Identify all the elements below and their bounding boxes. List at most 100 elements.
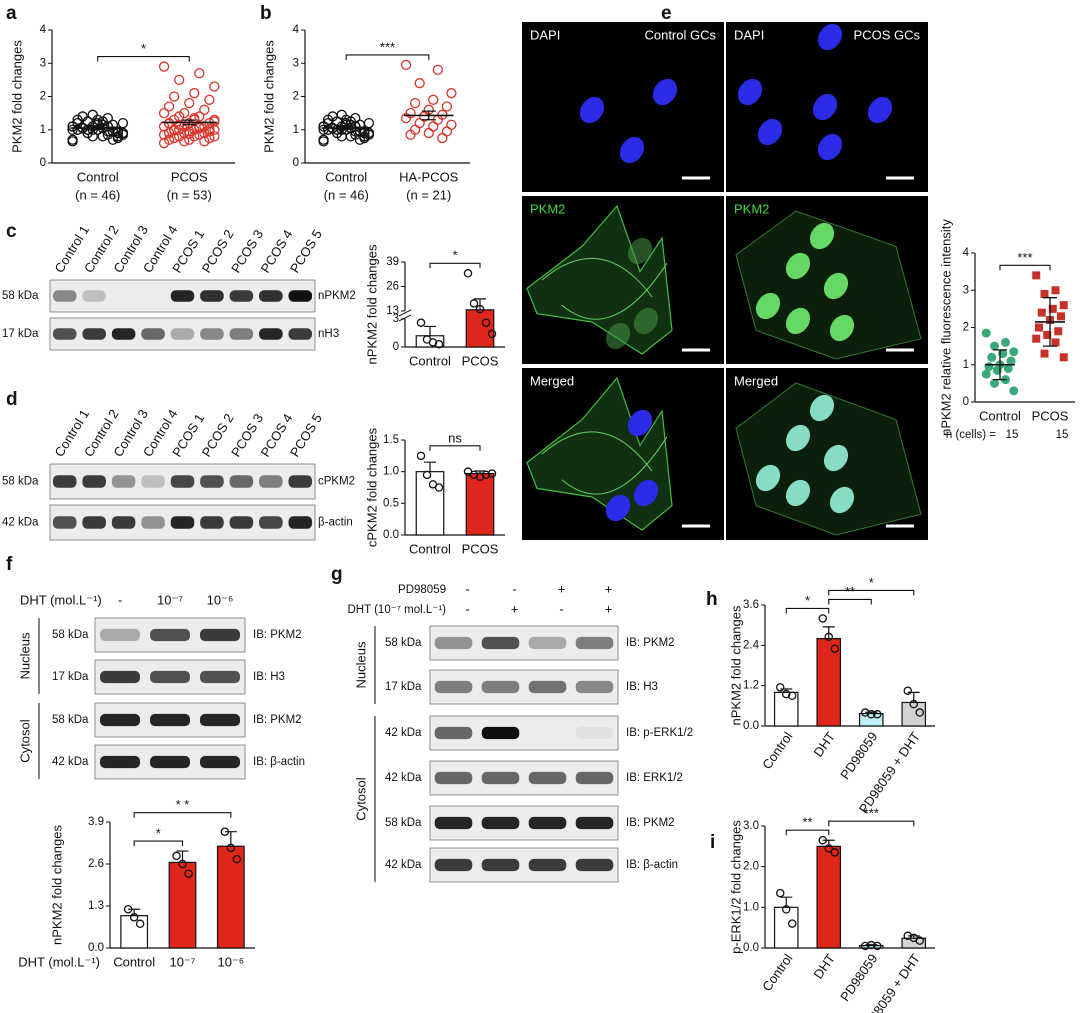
- error-bar: [474, 298, 486, 310]
- data-point: [350, 126, 361, 137]
- blot-band: [481, 636, 520, 650]
- blot-band: [170, 290, 195, 302]
- x-tick-label: Control: [325, 169, 367, 184]
- data-point: [1009, 347, 1019, 357]
- data-point: [199, 104, 210, 115]
- data-point: [1059, 353, 1068, 362]
- nucleus: [755, 464, 781, 492]
- y-axis-label: p-ERK1/2 fold changes: [728, 820, 743, 954]
- nucleus: [867, 96, 893, 124]
- data-point: [446, 119, 457, 130]
- treatment-sign: -: [559, 601, 563, 616]
- data-point: [135, 919, 145, 929]
- data-point: [363, 129, 375, 140]
- data-point: [434, 483, 444, 492]
- data-point: [204, 94, 215, 105]
- significance-bracket: [785, 607, 830, 614]
- size-label: 58 kDa: [385, 817, 422, 829]
- blot-band: [111, 475, 136, 488]
- nucleus: [809, 394, 835, 422]
- n-value: 15: [1056, 429, 1069, 441]
- data-point: [915, 936, 925, 945]
- blot-band: [259, 328, 283, 340]
- nucleus: [809, 222, 835, 250]
- panel-label: i: [710, 832, 715, 853]
- x-tick-note: (n = 21): [406, 187, 451, 202]
- data-point: [72, 114, 83, 125]
- y-tick-label: 3: [293, 57, 299, 69]
- data-point: [782, 905, 791, 914]
- data-point: [437, 132, 448, 144]
- blot-band: [170, 328, 195, 340]
- data-point: [318, 134, 329, 145]
- data-point: [824, 632, 834, 642]
- data-point: [174, 124, 185, 135]
- significance-bracket: [828, 820, 915, 827]
- data-point: [776, 888, 785, 898]
- error-bar: [421, 110, 436, 121]
- data-point: [318, 121, 329, 132]
- blot-band: [434, 816, 473, 830]
- blot-band: [259, 516, 283, 529]
- blot-band: [288, 328, 313, 340]
- blot-band: [259, 290, 283, 302]
- blot-band: [150, 755, 190, 769]
- panel-label: a: [6, 3, 17, 24]
- bar: [415, 471, 445, 536]
- x-tick-label: PD98059: [837, 729, 880, 782]
- error-bar: [128, 908, 141, 916]
- x-tick-label: PCOS: [1032, 408, 1069, 423]
- data-point: [788, 919, 797, 928]
- y-tick-label: 1.0: [743, 901, 759, 913]
- data-point: [72, 124, 83, 135]
- data-point: [87, 131, 98, 142]
- panel-label: d: [6, 389, 18, 410]
- data-point: [158, 107, 170, 119]
- y-tick-label: 4: [293, 24, 300, 36]
- data-point: [1037, 308, 1046, 317]
- data-point: [209, 131, 220, 142]
- data-point: [990, 341, 999, 351]
- y-tick-label: 26: [386, 281, 399, 293]
- data-point: [861, 941, 870, 951]
- nucleus: [785, 424, 811, 452]
- blot-band: [434, 636, 473, 650]
- y-tick-label: 0.0: [743, 942, 759, 954]
- nucleus: [785, 307, 811, 335]
- data-point: [336, 131, 347, 142]
- nucleus: [829, 314, 855, 342]
- error-bar: [424, 325, 436, 336]
- blot-band: [434, 726, 473, 740]
- data-point: [179, 136, 190, 147]
- size-label: 17 kDa: [385, 681, 422, 693]
- size-label: 17 kDa: [2, 328, 39, 340]
- n-value: 15: [1006, 429, 1019, 441]
- axis-break: [398, 309, 412, 322]
- blot-band: [481, 858, 520, 872]
- data-point: [169, 132, 180, 144]
- y-axis-label: nPKM2 fold changes: [49, 825, 64, 945]
- panel-label: f: [6, 554, 13, 575]
- data-point: [1057, 312, 1065, 321]
- data-point: [1051, 338, 1060, 347]
- y-tick-label: 2.4: [743, 639, 760, 651]
- error-bar: [339, 126, 354, 131]
- condition-label: DHT (mol.L⁻¹): [20, 592, 102, 607]
- image-row-label: DAPI: [530, 27, 560, 42]
- panel-label: h: [706, 589, 718, 610]
- nucleus: [785, 479, 811, 507]
- error-bar: [1043, 297, 1057, 347]
- data-point: [981, 328, 991, 338]
- blot-band: [229, 475, 254, 488]
- data-point: [174, 111, 185, 122]
- significance-label: ns: [448, 430, 462, 445]
- data-point: [1003, 363, 1013, 373]
- treatment-label: PD98059: [398, 584, 446, 596]
- x-tick-note: (n = 46): [324, 187, 369, 202]
- data-point: [400, 112, 412, 124]
- data-point: [414, 78, 425, 89]
- y-tick-label: 3.9: [88, 816, 104, 828]
- nucleus: [823, 444, 849, 472]
- treatment-sign: +: [605, 601, 613, 616]
- blot-band: [528, 858, 567, 872]
